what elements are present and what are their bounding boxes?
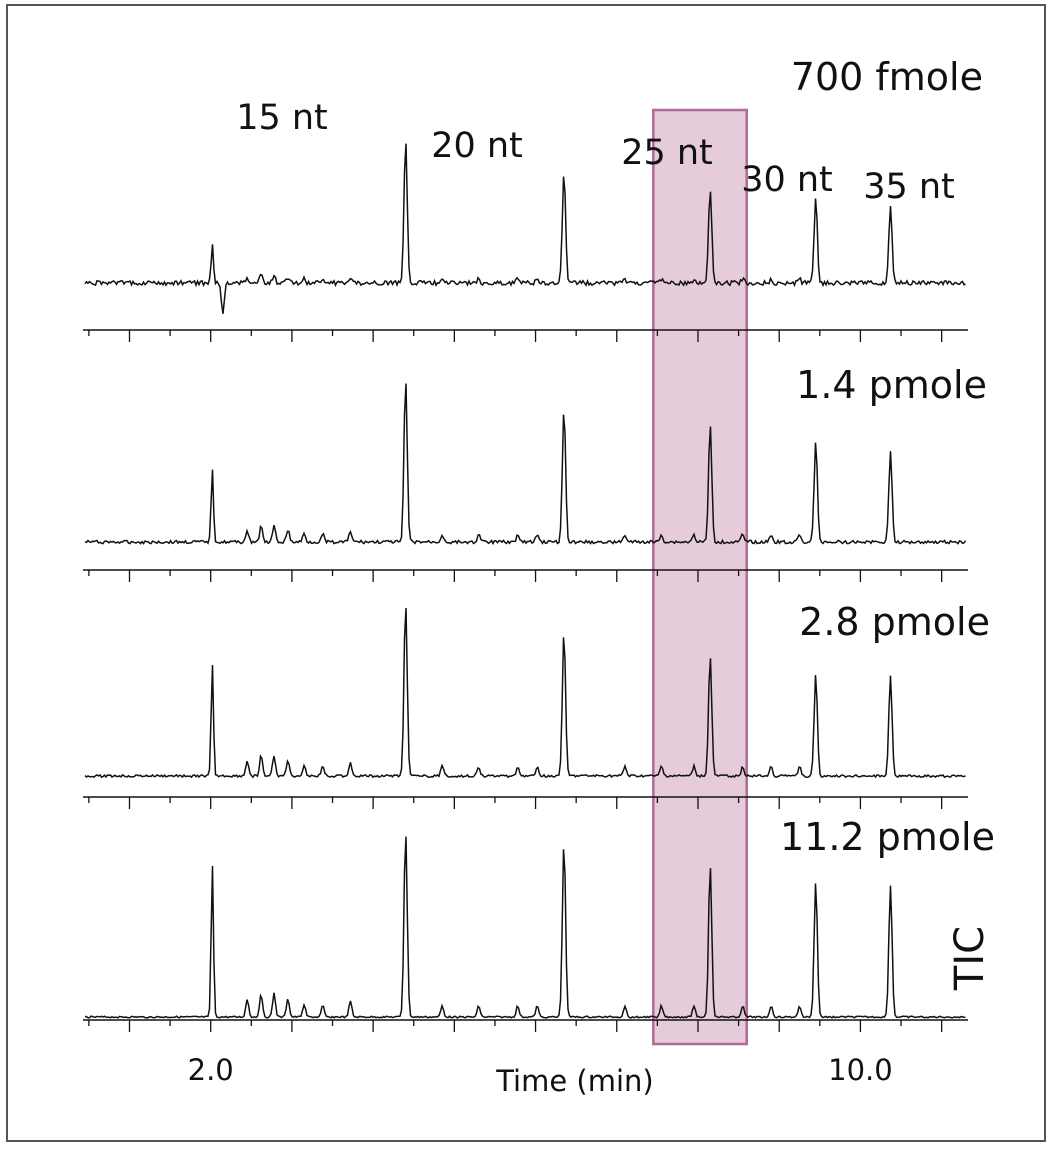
series-label: 11.2 pmole xyxy=(780,815,995,859)
peak-label: 35 nt xyxy=(863,167,955,207)
y-axis-label: TIC xyxy=(947,926,993,991)
highlight-band xyxy=(652,108,748,1046)
trace-2 xyxy=(84,383,967,546)
series-label: 2.8 pmole xyxy=(799,600,990,644)
series-label: 1.4 pmole xyxy=(796,363,987,407)
x-tick-label: 2.0 xyxy=(188,1053,234,1087)
trace-3 xyxy=(84,607,966,779)
trace-1 xyxy=(84,143,966,314)
peak-label: 15 nt xyxy=(236,98,328,138)
x-axis-label: Time (min) xyxy=(495,1064,654,1098)
trace-4 xyxy=(84,836,966,1019)
peak-label: 30 nt xyxy=(741,160,833,200)
series-label: 700 fmole xyxy=(791,55,983,99)
peak-label: 20 nt xyxy=(431,126,523,166)
labels-layer: 700 fmole 1.4 pmole 2.8 pmole 11.2 pmole 15 … xyxy=(188,55,995,1087)
figure-frame xyxy=(6,4,1046,1142)
x-tick-label: 10.0 xyxy=(828,1053,893,1087)
peak-label: 25 nt xyxy=(621,133,713,173)
axes-layer xyxy=(83,329,968,1032)
traces-layer xyxy=(84,143,967,1019)
